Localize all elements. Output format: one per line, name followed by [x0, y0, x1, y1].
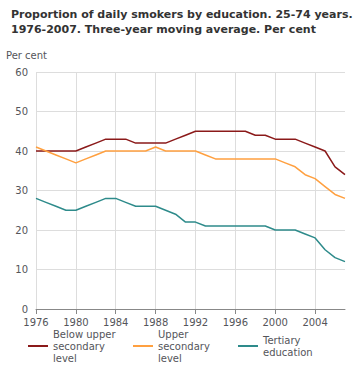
svg-text:10: 10 — [15, 264, 28, 275]
svg-text:0: 0 — [22, 304, 28, 315]
svg-text:1980: 1980 — [63, 317, 88, 328]
svg-text:level: level — [53, 353, 77, 364]
svg-text:50: 50 — [15, 106, 28, 117]
svg-text:60: 60 — [15, 67, 28, 78]
svg-text:1976: 1976 — [23, 317, 48, 328]
svg-text:Per cent: Per cent — [6, 50, 47, 61]
svg-text:1976-2007. Three-year moving a: 1976-2007. Three-year moving average. Pe… — [11, 23, 316, 36]
svg-text:education: education — [263, 347, 313, 358]
svg-text:Proportion of daily smokers by: Proportion of daily smokers by education… — [11, 8, 353, 21]
svg-text:1988: 1988 — [143, 317, 168, 328]
svg-text:20: 20 — [15, 225, 28, 236]
svg-text:2004: 2004 — [302, 317, 327, 328]
svg-text:secondary: secondary — [158, 341, 213, 352]
svg-text:secondary: secondary — [53, 341, 108, 352]
svg-text:Upper: Upper — [158, 329, 191, 340]
svg-text:1984: 1984 — [103, 317, 128, 328]
svg-text:Tertiary: Tertiary — [262, 335, 304, 346]
svg-text:Below upper: Below upper — [53, 329, 119, 340]
svg-text:1992: 1992 — [183, 317, 208, 328]
svg-text:30: 30 — [15, 185, 28, 196]
svg-text:1996: 1996 — [223, 317, 248, 328]
svg-text:2000: 2000 — [262, 317, 287, 328]
svg-text:40: 40 — [15, 146, 28, 157]
svg-text:level: level — [158, 353, 182, 364]
